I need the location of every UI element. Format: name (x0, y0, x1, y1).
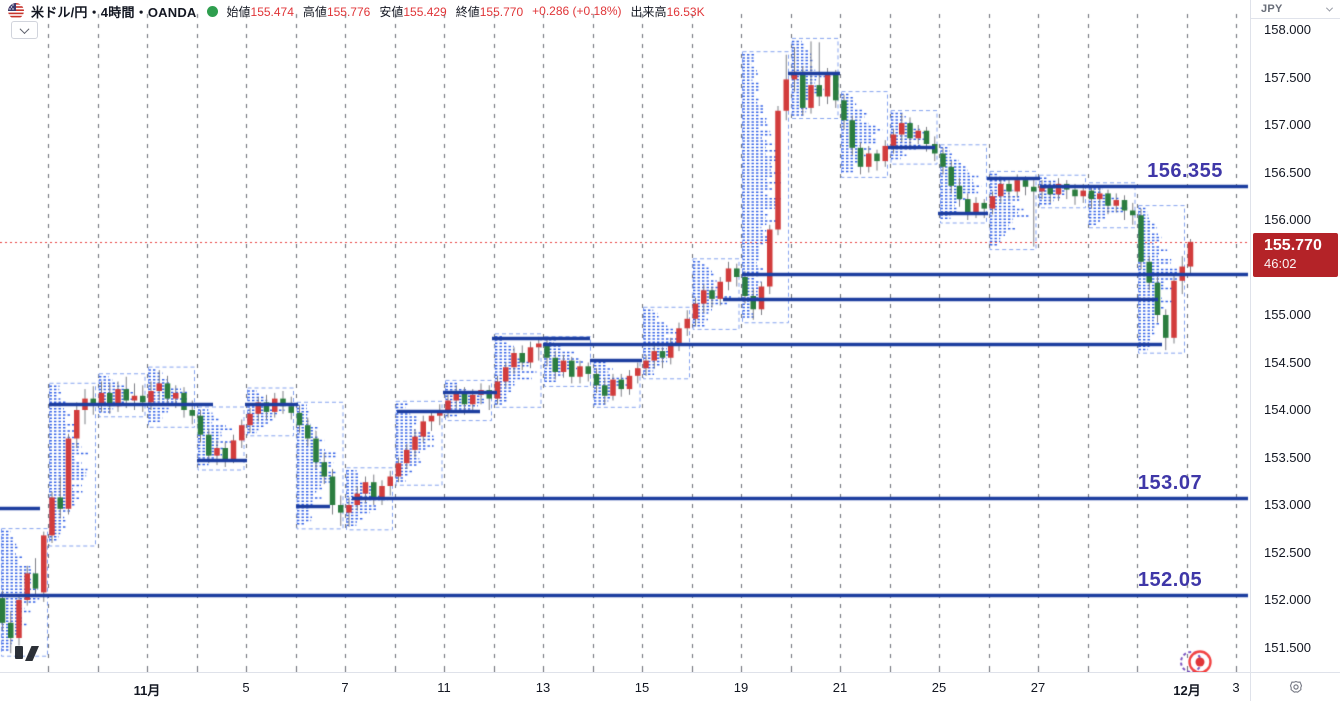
symbol-title[interactable]: 米ドル/円・4時間・OANDA (31, 4, 197, 20)
currency-selector[interactable]: JPY (1251, 0, 1340, 19)
price-level-label[interactable]: 153.07 (1137, 472, 1203, 495)
price-tick: 154.000 (1264, 402, 1311, 417)
price-tick: 151.500 (1264, 639, 1311, 655)
price-tick: 152.500 (1264, 544, 1311, 560)
time-tick: 19 (733, 680, 749, 695)
collapse-legend-button[interactable] (11, 21, 38, 39)
time-tick: 13 (535, 680, 551, 695)
time-tick: 21 (832, 680, 848, 695)
price-tick: 155.000 (1264, 307, 1311, 322)
ohlc-low: 安値155.429 (379, 4, 447, 19)
market-status-dot[interactable] (206, 5, 218, 17)
time-tick: 15 (634, 680, 650, 695)
price-change: +0.286 (+0.18%) (532, 4, 622, 18)
chevron-down-icon (19, 23, 30, 34)
time-axis[interactable]: 11月 5 7 11 13 15 19 21 25 27 12月 3 (0, 672, 1250, 701)
price-tick: 154.500 (1264, 354, 1311, 370)
axis-settings-corner[interactable] (1250, 672, 1340, 701)
last-price-value: 155.770 (1264, 236, 1322, 254)
gear-icon[interactable] (1289, 680, 1303, 694)
price-tick: 152.000 (1264, 592, 1311, 607)
time-tick: 12月 (1173, 683, 1201, 698)
last-price-badge[interactable]: 155.770 46:02 (1253, 232, 1338, 277)
time-tick: 5 (242, 680, 250, 695)
tradingview-logo[interactable] (15, 644, 43, 668)
price-tick: 153.000 (1264, 497, 1311, 512)
time-tick: 7 (341, 680, 349, 695)
price-tick: 158.000 (1264, 22, 1311, 37)
price-axis[interactable]: JPY 158.000 157.500 157.000 156.500 156.000 1… (1250, 0, 1340, 672)
price-tick: 157.000 (1264, 117, 1311, 132)
volume: 出来高16.53K (630, 4, 705, 19)
currency-label: JPY (1261, 3, 1283, 15)
ohlc-open: 始値155.474 (226, 4, 294, 19)
time-tick: 11 (437, 680, 451, 695)
time-tick: 27 (1030, 680, 1046, 695)
price-tick: 153.500 (1264, 449, 1311, 465)
chevron-down-icon (1325, 4, 1334, 12)
candlestick-chart[interactable] (0, 0, 1250, 672)
ohlc-high: 高値155.776 (302, 4, 371, 19)
price-tick: 156.500 (1264, 164, 1311, 180)
time-tick: 25 (931, 680, 947, 695)
us-flag-icon (8, 3, 24, 19)
price-level-label[interactable]: 152.05 (1137, 569, 1203, 592)
bar-countdown: 46:02 (1264, 255, 1297, 271)
symbol-header: 米ドル/円・4時間・OANDA 始値155.474 高値155.776 安値15… (8, 2, 705, 20)
time-tick: 11月 (133, 683, 161, 698)
price-tick: 157.500 (1264, 69, 1311, 85)
ohlc-close: 終値155.770 (455, 4, 524, 19)
price-level-label[interactable]: 156.355 (1147, 160, 1223, 183)
time-tick: 3 (1232, 680, 1240, 695)
price-tick: 156.000 (1264, 212, 1311, 227)
